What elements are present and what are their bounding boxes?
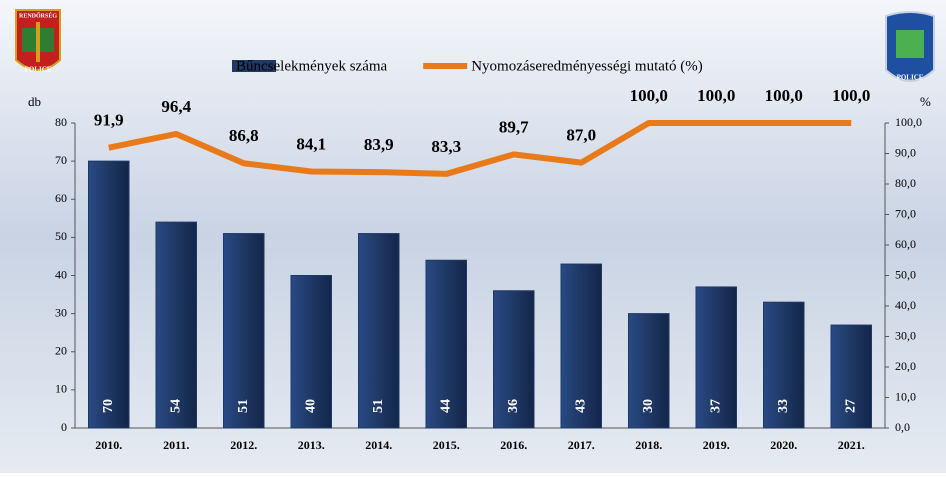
x-tick-label: 2010. xyxy=(95,438,122,452)
bar-value-label: 40 xyxy=(303,399,318,413)
bar-value-label: 70 xyxy=(101,399,116,413)
y-tick-label: 30 xyxy=(55,305,67,319)
x-tick-label: 2011. xyxy=(163,438,189,452)
line-value-label: 87,0 xyxy=(566,126,596,145)
right-logo: POLICE xyxy=(885,11,935,82)
line-value-label: 86,8 xyxy=(229,126,259,145)
line-value-label: 100,0 xyxy=(832,86,870,105)
bar-value-label: 54 xyxy=(168,399,183,413)
bar-value-label: 43 xyxy=(573,399,588,413)
bar xyxy=(358,233,400,429)
logo-text: POLICE xyxy=(25,66,52,74)
y2-tick-label: 20,0 xyxy=(895,359,916,373)
logo-text: POLICE xyxy=(897,74,924,82)
bar xyxy=(290,275,332,429)
y-tick-label: 0 xyxy=(61,420,67,434)
bar-value-label: 33 xyxy=(776,399,791,413)
x-tick-label: 2014. xyxy=(365,438,392,452)
bar-value-label: 36 xyxy=(506,399,521,413)
x-tick-label: 2015. xyxy=(433,438,460,452)
y2-tick-label: 100,0 xyxy=(895,115,922,129)
y2-tick-label: 90,0 xyxy=(895,145,916,159)
bar-value-label: 51 xyxy=(236,399,251,413)
bar xyxy=(223,233,265,429)
bar xyxy=(155,221,197,429)
logo-text: RENDŐRSÉG xyxy=(19,11,57,19)
y2-tick-label: 50,0 xyxy=(895,267,916,281)
y2-tick-label: 40,0 xyxy=(895,298,916,312)
line-value-label: 84,1 xyxy=(296,134,326,153)
bar-value-label: 44 xyxy=(438,399,453,413)
bar xyxy=(830,324,872,429)
legend-label: Nyomozáseredményességi mutató (%) xyxy=(471,58,703,74)
y-tick-label: 50 xyxy=(55,229,67,243)
bar xyxy=(88,160,130,429)
line-value-label: 91,9 xyxy=(94,111,124,130)
y2-tick-label: 30,0 xyxy=(895,328,916,342)
x-tick-label: 2018. xyxy=(635,438,662,452)
line-value-label: 83,3 xyxy=(431,137,461,156)
x-tick-label: 2019. xyxy=(703,438,730,452)
line-value-label: 89,7 xyxy=(499,117,529,136)
line-value-label: 96,4 xyxy=(161,97,191,116)
y2-tick-label: 10,0 xyxy=(895,389,916,403)
y-tick-label: 60 xyxy=(55,191,67,205)
line-value-label: 100,0 xyxy=(765,86,803,105)
y-axis-label: db xyxy=(28,94,41,109)
y2-tick-label: 70,0 xyxy=(895,206,916,220)
bar-value-label: 27 xyxy=(843,399,858,413)
y2-tick-label: 80,0 xyxy=(895,176,916,190)
bar xyxy=(763,301,805,429)
line-value-label: 100,0 xyxy=(697,86,735,105)
left-logo: RENDŐRSÉG POLICE xyxy=(15,9,61,74)
bar-value-label: 37 xyxy=(708,399,723,413)
bar xyxy=(695,286,737,429)
x-tick-label: 2021. xyxy=(838,438,865,452)
x-tick-label: 2017. xyxy=(568,438,595,452)
y-tick-label: 80 xyxy=(55,115,67,129)
bar xyxy=(560,263,602,429)
bar-value-label: 51 xyxy=(371,399,386,413)
y2-axis-label: % xyxy=(920,94,931,109)
legend-swatch xyxy=(232,60,276,72)
bar xyxy=(628,313,670,429)
y2-tick-label: 0,0 xyxy=(895,420,910,434)
y-tick-label: 70 xyxy=(55,153,67,167)
bar xyxy=(493,290,535,429)
x-tick-label: 2013. xyxy=(298,438,325,452)
y-tick-label: 10 xyxy=(55,382,67,396)
y2-tick-label: 60,0 xyxy=(895,237,916,251)
x-tick-label: 2020. xyxy=(770,438,797,452)
bar xyxy=(425,259,467,429)
bar-value-label: 30 xyxy=(641,399,656,413)
legend-label: Bűncselekmények száma xyxy=(236,58,388,74)
line-value-label: 100,0 xyxy=(630,86,668,105)
line xyxy=(108,120,852,177)
y-tick-label: 20 xyxy=(55,344,67,358)
y-tick-label: 40 xyxy=(55,267,67,281)
x-tick-label: 2012. xyxy=(230,438,257,452)
line-value-label: 83,9 xyxy=(364,135,394,154)
x-tick-label: 2016. xyxy=(500,438,527,452)
